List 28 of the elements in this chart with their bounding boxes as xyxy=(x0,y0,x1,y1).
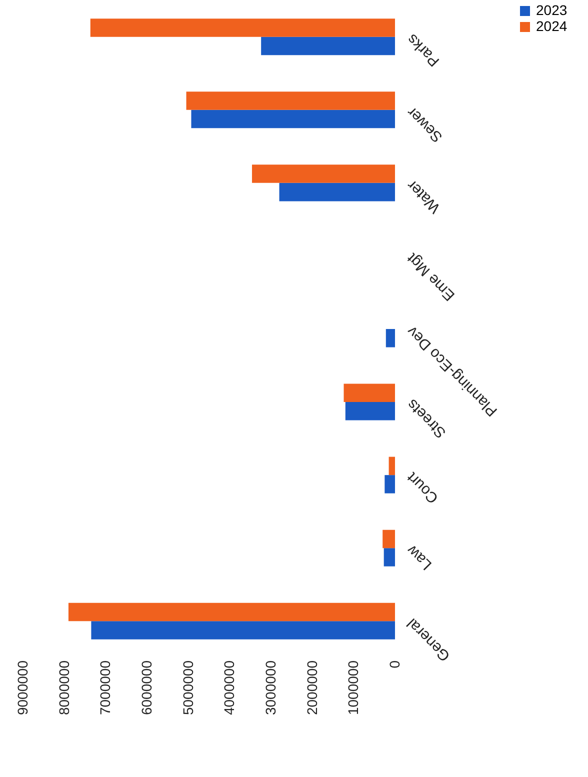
bar xyxy=(388,456,395,476)
bar xyxy=(345,402,395,420)
bar xyxy=(261,36,395,56)
x-tick-label: 6000000 xyxy=(138,660,154,716)
bar xyxy=(68,602,395,622)
bar xyxy=(344,384,395,402)
x-tick-label: 4000000 xyxy=(221,660,238,716)
x-tick-label: 8000000 xyxy=(56,660,72,716)
x-tick-label: 5000000 xyxy=(180,660,196,716)
legend-label: 2024 xyxy=(536,18,568,34)
bar xyxy=(252,164,395,183)
x-tick-label: 3000000 xyxy=(262,660,278,716)
bar xyxy=(384,475,395,494)
legend-label: 2023 xyxy=(536,2,568,18)
y-tick-label: Law xyxy=(404,542,436,574)
x-tick-label: 7000000 xyxy=(97,660,114,716)
bar xyxy=(386,329,395,348)
x-tick-label: 9000000 xyxy=(14,660,30,716)
bar xyxy=(191,110,395,128)
x-tick-label: 0 xyxy=(386,660,402,668)
x-tick-label: 2000000 xyxy=(304,660,320,716)
bar xyxy=(382,530,395,548)
bar xyxy=(90,18,395,37)
bar xyxy=(279,182,395,202)
bar xyxy=(186,92,395,110)
bar xyxy=(384,548,395,566)
x-tick-label: 1000000 xyxy=(345,660,362,716)
bar xyxy=(91,621,395,640)
